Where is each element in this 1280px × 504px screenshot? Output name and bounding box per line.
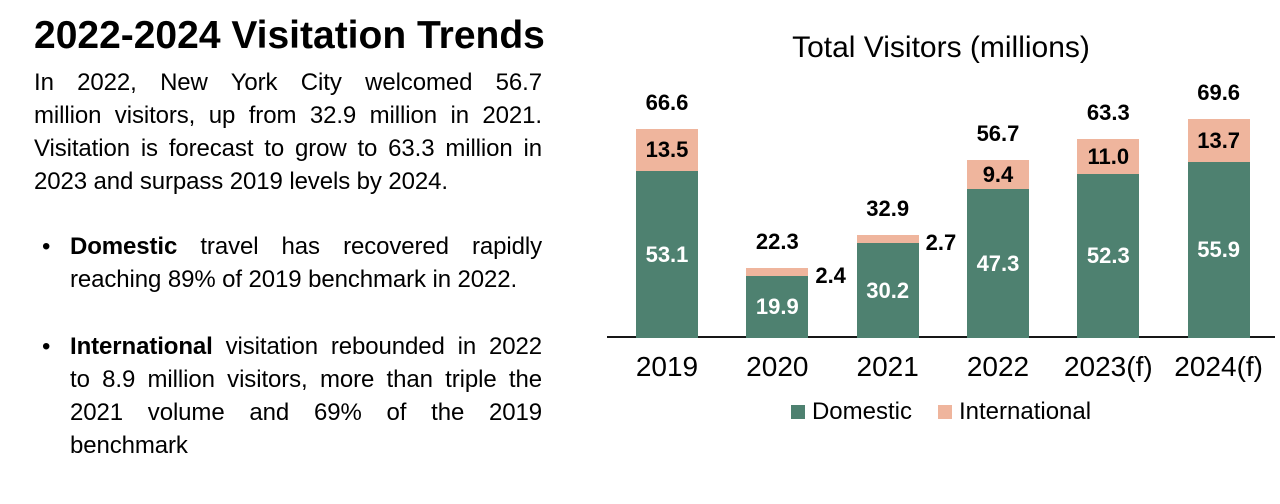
domestic-value-label-2019: 53.1 (645, 241, 689, 267)
paragraph-line: Visitation is forecast to grow to 63.3 m… (34, 135, 542, 162)
bullet-line: to 8.9 million visitors, more than tripl… (70, 366, 542, 393)
bar-international-segment-2022 (966, 159, 1029, 190)
x-axis-label-2022: 2022 (966, 351, 1030, 382)
visitors-bar-chart: Total Visitors (millions) 53.1 13.5 66.6 19… (607, 0, 1275, 504)
domestic-value-label-2021: 30.2 (866, 277, 910, 303)
chart-legend: Domestic International (610, 398, 1272, 426)
paragraph-line: million visitors, up from 32.9 million i… (34, 102, 542, 129)
legend-swatch-international (937, 405, 952, 419)
total-value-label-2022: 56.7 (976, 120, 1020, 146)
bar-domestic-segment-2022 (966, 189, 1029, 338)
domestic-value-label-2024(f): 55.9 (1197, 237, 1241, 263)
bullet-lead: International (70, 333, 213, 360)
x-axis-label-2021: 2021 (856, 351, 919, 382)
international-value-label-2021: 2.7 (925, 229, 957, 255)
intro-paragraph: In 2022, New York City welcomed 56.7 mill… (34, 66, 542, 198)
page-title: 2022-2024 Visitation Trends (34, 14, 545, 57)
legend-item-domestic: Domestic (790, 398, 912, 426)
bullet-line: International visitation rebounded in 20… (70, 333, 542, 360)
international-value-label-2023(f): 11.0 (1087, 143, 1130, 169)
paragraph-line: In 2022, New York City welcomed 56.7 (34, 69, 542, 96)
bar-domestic-segment-2024(f) (1187, 162, 1250, 338)
bar-international-segment-2023(f) (1077, 139, 1140, 174)
international-value-label-2022: 9.4 (982, 161, 1014, 187)
bar-international-segment-2019 (636, 128, 698, 172)
bar-international-segment-2021 (856, 234, 919, 244)
total-value-label-2019: 66.6 (645, 89, 689, 115)
bullet-list: Domestic travel has recovered rapidly rea… (34, 230, 542, 462)
domestic-value-label-2022: 47.3 (976, 250, 1020, 276)
international-value-label-2020: 2.4 (815, 262, 846, 288)
bullet-line: 2021 volume and 69% of the 2019 (70, 399, 542, 426)
bar-domestic-segment-2023(f) (1077, 173, 1140, 338)
text-panel: 2022-2024 Visitation Trends In 2022, New… (34, 12, 545, 462)
domestic-value-label-2020: 19.9 (755, 293, 799, 319)
bar-international-segment-2024(f) (1187, 119, 1250, 163)
total-value-label-2024(f): 69.6 (1197, 80, 1241, 106)
legend-label-international: International (958, 398, 1092, 425)
legend-item-international: International (937, 398, 1092, 426)
total-value-label-2023(f): 63.3 (1086, 100, 1130, 126)
x-axis-label-2019: 2019 (635, 351, 699, 382)
bullet-item: Domestic travel has recovered rapidly rea… (34, 230, 542, 296)
bar-domestic-segment-2020 (746, 275, 809, 338)
total-value-label-2020: 22.3 (755, 228, 799, 254)
paragraph-line: 2023 and surpass 2019 levels by 2024. (34, 168, 448, 195)
international-value-label-2019: 13.5 (645, 137, 689, 163)
x-axis-label-2020: 2020 (746, 351, 809, 382)
bullet-line: benchmark (70, 432, 188, 459)
chart-title: Total Visitors (millions) (792, 31, 1090, 64)
bullet-line: Domestic travel has recovered rapidly (70, 233, 542, 260)
domestic-value-label-2023(f): 52.3 (1086, 242, 1130, 268)
international-value-label-2024(f): 13.7 (1197, 127, 1241, 153)
bullet-line: reaching 89% of 2019 benchmark in 2022. (70, 266, 518, 293)
x-axis-label-2023(f): 2023(f) (1063, 351, 1153, 382)
x-axis-label-2024(f): 2024(f) (1174, 351, 1263, 382)
legend-swatch-domestic (790, 405, 805, 419)
bar-domestic-segment-2021 (856, 243, 919, 338)
bar-domestic-segment-2019 (636, 171, 698, 338)
bar-international-segment-2020 (746, 267, 809, 276)
bullet-item: International visitation rebounded in 20… (34, 330, 542, 462)
chart-plot-area: 53.1 13.5 66.6 19.9 2.4 22.3 30.2 2.7 32.9 47.3 9.… (607, 0, 1275, 338)
legend-label-domestic: Domestic (811, 398, 912, 425)
total-value-label-2021: 32.9 (866, 195, 910, 221)
x-axis-line (607, 336, 1275, 338)
bullet-lead: Domestic (70, 233, 178, 260)
